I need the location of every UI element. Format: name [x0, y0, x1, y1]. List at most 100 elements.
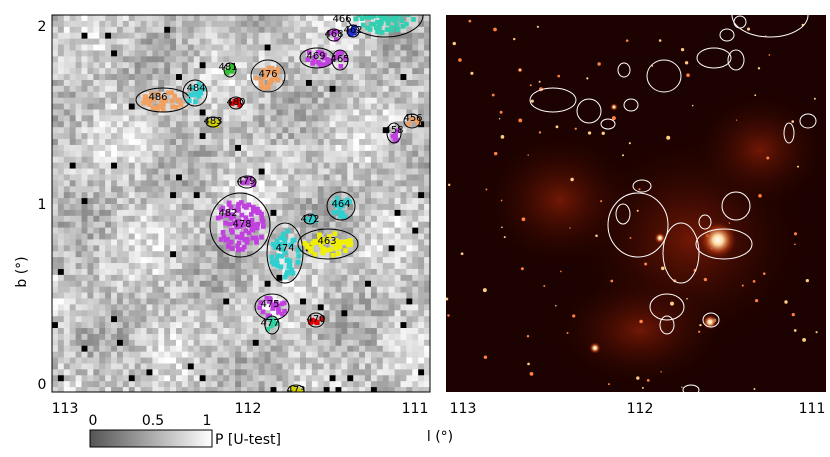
- noise-pixel: [235, 192, 242, 199]
- noise-pixel: [128, 304, 135, 311]
- noise-pixel: [229, 144, 236, 152]
- noise-pixel: [158, 221, 165, 228]
- noise-pixel: [376, 316, 384, 323]
- star: [757, 67, 761, 70]
- noise-pixel: [187, 333, 195, 341]
- noise-pixel: [63, 322, 71, 329]
- noise-pixel: [335, 339, 342, 347]
- noise-pixel: [341, 174, 348, 181]
- noise-pixel: [311, 115, 319, 122]
- noise-pixel: [205, 233, 212, 240]
- noise-pixel: [217, 369, 224, 376]
- noise-pixel: [116, 79, 124, 87]
- source-blob: [221, 234, 227, 240]
- noise-pixel: [376, 180, 384, 187]
- noise-pixel: [69, 44, 76, 51]
- noise-pixel: [305, 103, 313, 110]
- noise-pixel: [418, 91, 425, 98]
- noise-pixel: [128, 274, 135, 282]
- noise-pixel: [199, 156, 206, 163]
- noise-pixel: [105, 233, 112, 240]
- noise-pixel: [211, 274, 218, 282]
- noise-pixel: [105, 316, 112, 323]
- noise-pixel: [146, 133, 153, 140]
- noise-pixel: [418, 286, 425, 293]
- noise-pixel: [223, 91, 230, 98]
- noise-pixel: [164, 251, 171, 258]
- noise-pixel: [353, 351, 360, 358]
- noise-pixel: [359, 339, 366, 347]
- noise-pixel: [311, 144, 319, 152]
- noise-pixel: [347, 369, 354, 376]
- noise-pixel: [341, 328, 348, 335]
- noise-pixel: [81, 257, 88, 264]
- noise-pixel: [199, 363, 206, 370]
- source-ellipse: [719, 28, 735, 42]
- noise-pixel: [276, 192, 283, 199]
- noise-pixel: [329, 133, 336, 140]
- noise-pixel: [181, 180, 189, 187]
- noise-pixel: [412, 345, 419, 352]
- noise-pixel: [158, 251, 165, 258]
- noise-pixel: [75, 174, 82, 181]
- noise-pixel: [424, 62, 430, 69]
- noise-pixel: [140, 310, 147, 317]
- noise-pixel: [317, 387, 324, 392]
- noise-pixel: [418, 50, 425, 57]
- noise-pixel: [57, 26, 65, 34]
- star: [628, 142, 631, 145]
- noise-pixel: [164, 298, 171, 305]
- noise-pixel: [199, 174, 206, 181]
- noise-pixel: [412, 387, 419, 392]
- noise-pixel: [81, 227, 88, 234]
- noise-pixel: [122, 268, 130, 276]
- source-blob: [331, 210, 337, 215]
- noise-pixel: [235, 333, 242, 341]
- star: [636, 376, 640, 380]
- noise-pixel: [270, 357, 277, 364]
- noise-pixel: [317, 369, 324, 376]
- noise-pixel: [158, 322, 165, 329]
- noise-pixel: [252, 103, 260, 110]
- noise-pixel: [176, 221, 183, 228]
- noise-pixel: [353, 174, 360, 181]
- noise-pixel: [270, 26, 277, 34]
- source-blob: [348, 242, 354, 247]
- noise-pixel: [341, 257, 348, 264]
- noise-pixel: [187, 375, 195, 382]
- noise-pixel: [146, 263, 153, 270]
- noise-pixel: [69, 121, 76, 128]
- noise-pixel: [264, 44, 271, 51]
- noise-pixel: [394, 192, 401, 199]
- noise-pixel: [406, 174, 413, 181]
- noise-pixel: [140, 56, 147, 63]
- noise-pixel: [52, 68, 59, 75]
- noise-pixel: [276, 97, 283, 104]
- noise-pixel: [105, 357, 112, 364]
- noise-pixel: [164, 233, 171, 240]
- noise-pixel: [217, 286, 224, 293]
- noise-pixel: [111, 257, 118, 264]
- noise-pixel: [205, 186, 212, 193]
- noise-pixel: [282, 192, 289, 199]
- noise-pixel: [329, 263, 336, 270]
- noise-pixel: [146, 286, 153, 293]
- source-blob: [254, 75, 260, 81]
- noise-pixel: [75, 387, 82, 392]
- noise-pixel: [105, 221, 112, 228]
- noise-pixel: [99, 239, 106, 246]
- noise-pixel: [282, 369, 289, 376]
- noise-pixel: [329, 156, 336, 163]
- noise-pixel: [69, 381, 76, 388]
- noise-pixel: [128, 328, 135, 335]
- noise-pixel: [229, 32, 236, 39]
- noise-pixel: [418, 357, 425, 364]
- noise-pixel: [205, 15, 212, 22]
- noise-pixel: [111, 209, 118, 217]
- noise-pixel: [211, 221, 218, 228]
- noise-pixel: [128, 168, 135, 175]
- noise-pixel: [246, 74, 254, 81]
- noise-pixel: [353, 150, 360, 158]
- source-blob: [227, 221, 233, 227]
- noise-pixel: [57, 162, 65, 169]
